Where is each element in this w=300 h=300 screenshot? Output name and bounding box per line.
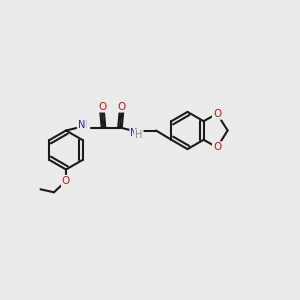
Text: O: O <box>117 101 126 112</box>
Text: N: N <box>130 128 138 138</box>
Text: O: O <box>213 142 221 152</box>
Text: O: O <box>98 101 106 112</box>
Text: H: H <box>135 130 142 140</box>
Text: N: N <box>78 120 85 130</box>
Text: H: H <box>80 120 88 130</box>
Text: O: O <box>62 176 70 186</box>
Text: O: O <box>213 109 221 119</box>
